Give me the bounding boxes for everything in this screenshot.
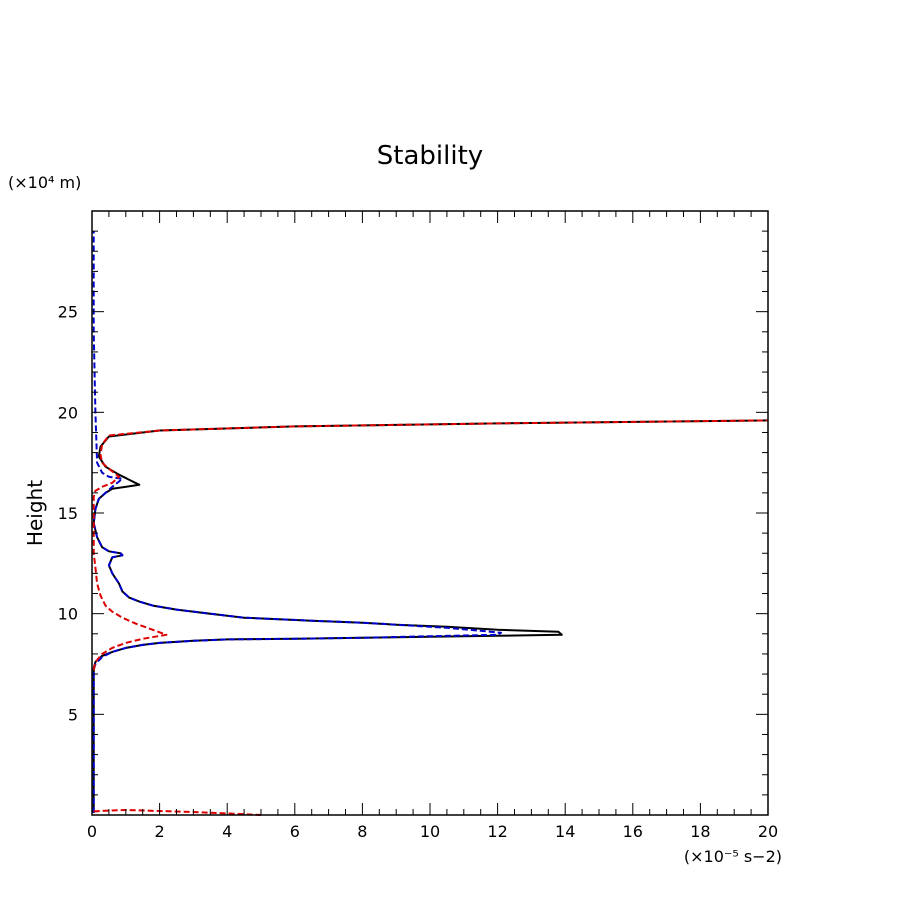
x-tick-label: 18 — [690, 822, 710, 841]
tick-labels: 0 2 4 6 8 10 12 14 16 18 20 5 10 15 20 25 — [58, 303, 779, 841]
chart-title: Stability — [377, 141, 483, 171]
x-axis-unit: (×10⁻⁵ s−2) — [684, 847, 782, 866]
x-tick-label: 6 — [290, 822, 300, 841]
series-line-1 — [92, 419, 769, 813]
y-axis-unit: (×10⁴ m) — [8, 173, 81, 192]
x-tick-label: 2 — [155, 822, 165, 841]
x-tick-label: 12 — [487, 822, 507, 841]
y-tick-label: 20 — [58, 403, 78, 422]
x-tick-label: 10 — [420, 822, 440, 841]
x-tick-label: 8 — [357, 822, 367, 841]
y-tick-label: 10 — [58, 605, 78, 624]
y-tick-label: 25 — [58, 303, 78, 322]
x-tick-label: 16 — [623, 822, 643, 841]
series-line-3 — [92, 419, 769, 671]
x-tick-label: 20 — [758, 822, 778, 841]
plot-frame — [91, 210, 769, 816]
plot-lines — [92, 231, 769, 816]
axes — [91, 210, 769, 816]
x-tick-label: 0 — [87, 822, 97, 841]
x-tick-label: 4 — [222, 822, 232, 841]
x-tick-label: 14 — [555, 822, 575, 841]
y-tick-label: 5 — [68, 705, 78, 724]
y-tick-label: 15 — [58, 504, 78, 523]
series-line-2 — [92, 231, 502, 813]
y-axis-label: Height — [23, 480, 47, 546]
